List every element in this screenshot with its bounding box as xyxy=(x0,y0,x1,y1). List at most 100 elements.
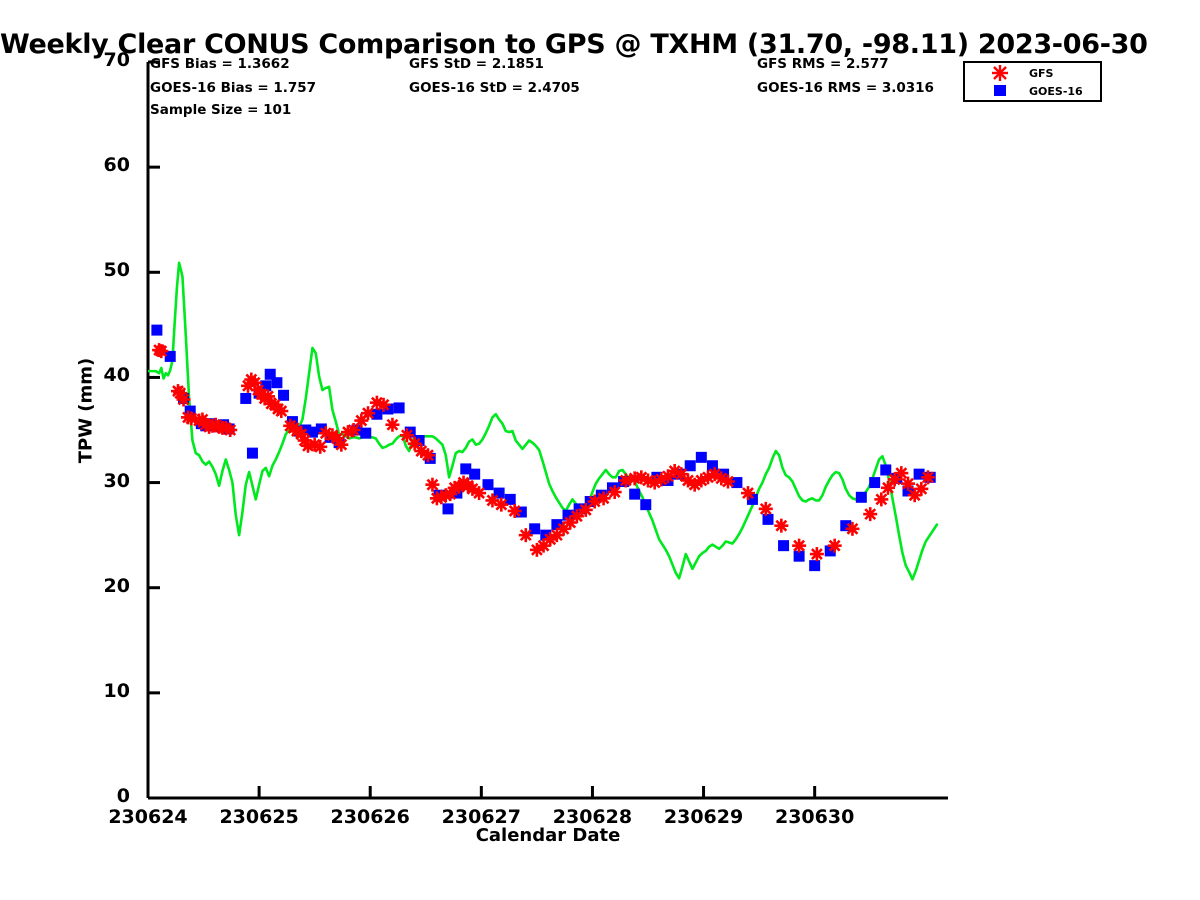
x-tick-label: 230624 xyxy=(108,806,188,828)
data-point-goes16 xyxy=(393,402,405,414)
data-point-gfs xyxy=(808,545,826,563)
data-point-goes16 xyxy=(240,392,252,404)
data-point-goes16 xyxy=(504,493,516,505)
data-point-goes16 xyxy=(264,368,276,380)
data-point-goes16 xyxy=(869,477,881,489)
data-point-gfs xyxy=(773,517,790,534)
data-point-gfs xyxy=(506,502,523,520)
data-point-gfs xyxy=(719,473,737,490)
data-point-goes16 xyxy=(640,499,652,511)
data-point-gfs xyxy=(375,396,392,414)
data-point-gfs xyxy=(153,342,170,360)
x-axis-ticks xyxy=(146,786,817,798)
x-tick-label: 230630 xyxy=(774,806,855,828)
data-point-goes16 xyxy=(778,540,790,552)
data-point-gfs xyxy=(384,416,401,434)
y-tick-label: 20 xyxy=(103,574,130,597)
data-point-goes16 xyxy=(562,509,574,521)
asterisk-icon xyxy=(971,64,1029,82)
data-point-goes16 xyxy=(880,464,892,476)
data-point-gfs xyxy=(790,537,808,554)
data-point-goes16 xyxy=(278,389,290,401)
page-title: Weekly Clear CONUS Comparison to GPS @ T… xyxy=(0,29,1148,60)
data-point-gfs xyxy=(493,496,510,513)
data-point-goes16 xyxy=(606,482,618,494)
stat-goes-rms: GOES-16 RMS = 3.0316 xyxy=(757,80,934,96)
data-point-gfs xyxy=(333,436,350,454)
stat-gfs-std: GFS StD = 2.1851 xyxy=(409,56,544,72)
data-point-gfs xyxy=(873,491,890,508)
data-point-goes16 xyxy=(840,520,852,532)
data-point-gfs xyxy=(919,469,937,486)
series-line-gps xyxy=(148,261,939,581)
data-point-goes16 xyxy=(260,380,272,392)
data-point-goes16 xyxy=(151,324,163,336)
data-point-gfs xyxy=(739,484,757,502)
x-tick-label: 230625 xyxy=(219,806,299,828)
data-point-gfs xyxy=(311,438,329,456)
series-points-goes16 xyxy=(151,324,936,572)
x-tick-label: 230629 xyxy=(663,806,744,828)
data-point-goes16 xyxy=(746,493,758,505)
y-tick-label: 70 xyxy=(103,49,130,71)
data-point-gfs xyxy=(913,480,930,498)
x-tick-label: 230626 xyxy=(330,806,410,828)
data-point-gfs xyxy=(844,520,861,538)
data-point-goes16 xyxy=(360,427,372,439)
data-point-goes16 xyxy=(246,447,258,459)
data-point-gfs xyxy=(595,490,612,507)
y-axis-ticks xyxy=(148,60,160,800)
y-tick-label: 40 xyxy=(103,364,130,387)
x-tick-label: 230628 xyxy=(552,806,633,828)
data-point-goes16 xyxy=(164,350,176,362)
data-point-goes16 xyxy=(469,468,481,480)
y-tick-label: 60 xyxy=(103,154,130,177)
data-point-gfs xyxy=(893,464,910,482)
data-point-goes16 xyxy=(718,468,730,480)
data-point-goes16 xyxy=(371,408,383,420)
data-point-goes16 xyxy=(902,485,914,497)
axis-lines xyxy=(146,62,948,800)
legend: GFS GOES-16 xyxy=(963,61,1102,102)
data-point-gfs xyxy=(470,484,488,502)
data-point-gfs xyxy=(419,446,437,464)
legend-item-gfs: GFS xyxy=(971,64,1053,82)
data-point-goes16 xyxy=(482,479,494,491)
data-point-goes16 xyxy=(529,523,541,535)
data-point-goes16 xyxy=(271,377,283,389)
data-point-goes16 xyxy=(855,491,867,503)
data-point-gfs xyxy=(606,483,623,501)
data-point-goes16 xyxy=(913,468,925,480)
y-tick-label: 50 xyxy=(103,259,130,282)
stat-sample-size: Sample Size = 101 xyxy=(150,102,292,118)
y-tick-label: 10 xyxy=(103,679,130,702)
data-point-goes16 xyxy=(684,460,696,472)
legend-label-gfs: GFS xyxy=(1029,66,1054,80)
y-tick-label: 30 xyxy=(103,469,130,492)
data-point-goes16 xyxy=(442,503,454,515)
y-tick-label: 0 xyxy=(116,785,130,807)
legend-item-goes16: GOES-16 xyxy=(971,82,1083,100)
data-point-gfs xyxy=(861,505,879,523)
data-point-gfs xyxy=(424,476,441,493)
stat-goes-std: GOES-16 StD = 2.4705 xyxy=(409,80,580,96)
stat-gfs-rms: GFS RMS = 2.577 xyxy=(757,56,889,72)
legend-label-goes16: GOES-16 xyxy=(1029,84,1083,98)
data-point-gfs xyxy=(826,537,843,554)
x-axis-title: Calendar Date xyxy=(475,825,621,846)
data-point-gfs xyxy=(899,475,917,492)
data-point-gfs xyxy=(757,500,775,518)
stat-gfs-bias: GFS Bias = 1.3662 xyxy=(150,56,290,72)
data-point-goes16 xyxy=(493,487,505,499)
data-point-goes16 xyxy=(762,513,774,525)
data-point-gfs xyxy=(517,526,535,544)
data-point-goes16 xyxy=(184,405,196,417)
data-point-goes16 xyxy=(793,550,805,562)
data-point-goes16 xyxy=(651,471,663,483)
data-point-gfs xyxy=(175,391,192,408)
data-point-goes16 xyxy=(706,460,718,472)
data-point-goes16 xyxy=(460,463,472,475)
data-point-gfs xyxy=(273,402,290,420)
